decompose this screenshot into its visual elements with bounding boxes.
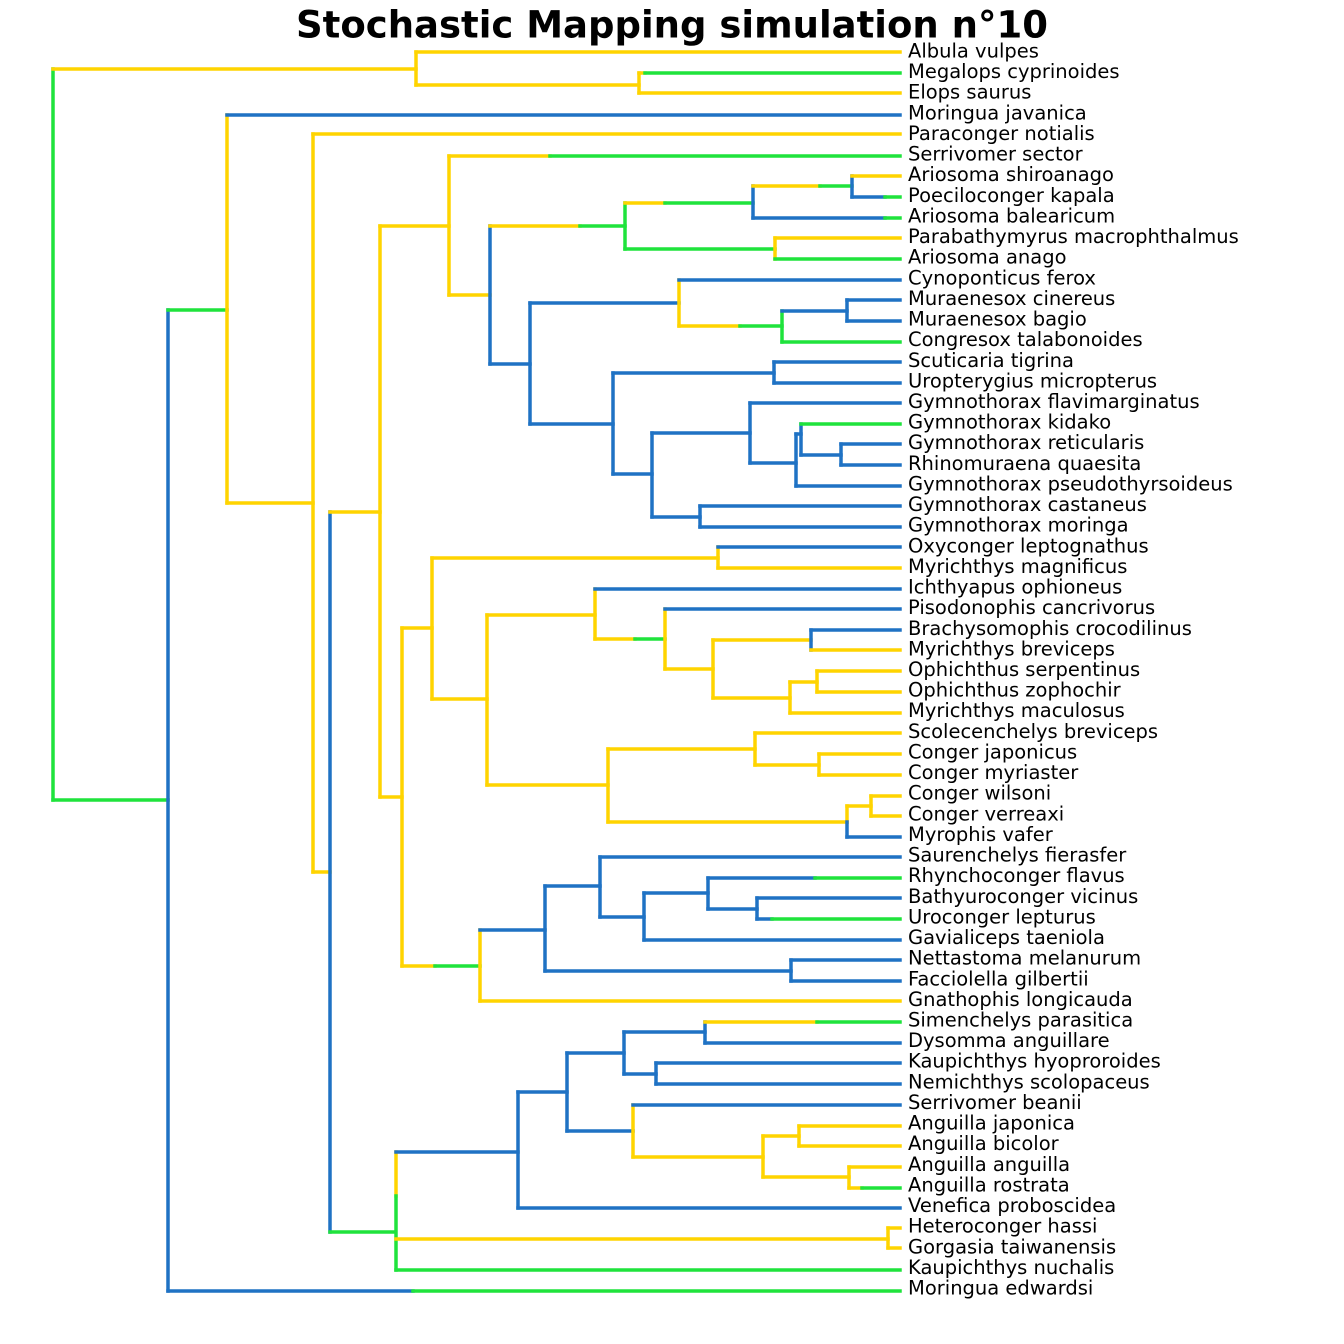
tip-label: Albula vulpes (908, 40, 1039, 63)
tip-label: Anguilla rostrata (908, 1173, 1070, 1196)
tip-label: Anguilla japonica (908, 1112, 1075, 1135)
tip-label: Brachysomophis crocodilinus (908, 617, 1192, 640)
tip-label: Gymnothorax flavimarginatus (908, 390, 1200, 413)
tip-label: Cynoponticus ferox (908, 266, 1096, 289)
tip-label: Conger verreaxi (908, 802, 1064, 825)
tip-label: Kaupichthys nuchalis (908, 1256, 1114, 1279)
tip-label: Nettastoma melanurum (908, 947, 1141, 970)
tip-label: Parabathymyrus macrophthalmus (908, 225, 1239, 248)
tip-label: Poeciloconger kapala (908, 184, 1115, 207)
tip-label: Bathyuroconger vicinus (908, 885, 1138, 908)
tip-label: Ophichthus zophochir (908, 679, 1122, 702)
tip-label: Myrichthys maculosus (908, 699, 1125, 722)
tip-label: Myrophis vafer (908, 823, 1054, 846)
tip-label: Gorgasia taiwanensis (908, 1235, 1116, 1258)
tip-label: Muraenesox cinereus (908, 287, 1115, 310)
tip-label: Gymnothorax pseudothyrsoideus (908, 472, 1233, 495)
tip-label: Ariosoma anago (908, 246, 1067, 269)
tip-label: Gymnothorax kidako (908, 411, 1111, 434)
tip-label: Gymnothorax castaneus (908, 493, 1147, 516)
tip-label: Congresox talabonoides (908, 328, 1143, 351)
tip-label: Conger myriaster (908, 761, 1079, 784)
tip-label: Anguilla bicolor (908, 1132, 1060, 1155)
tip-label: Ariosoma shiroanago (908, 163, 1114, 186)
tip-label: Rhinomuraena quaesita (908, 452, 1141, 475)
tip-label: Ichthyapus ophioneus (908, 576, 1122, 599)
tip-label: Venefica proboscidea (908, 1194, 1116, 1217)
tip-label: Serrivomer sector (908, 143, 1084, 166)
tip-label: Saurenchelys fierasfer (908, 844, 1127, 867)
tip-label: Gavialiceps taeniola (908, 926, 1105, 949)
tip-label: Myrichthys breviceps (908, 637, 1115, 660)
tip-label: Facciolella gilbertii (908, 967, 1089, 990)
tip-label: Serrivomer beanii (908, 1091, 1082, 1114)
tip-label: Rhynchoconger flavus (908, 864, 1125, 887)
tip-label: Moringua edwardsi (908, 1277, 1093, 1300)
tip-label: Scuticaria tigrina (908, 349, 1074, 372)
tip-label: Conger wilsoni (908, 782, 1051, 805)
branches (51, 50, 902, 1293)
tip-label: Dysomma anguillare (908, 1029, 1110, 1052)
tip-label: Myrichthys magnificus (908, 555, 1127, 578)
tip-label: Scolecenchelys breviceps (908, 720, 1158, 743)
tip-label: Kaupichthys hyoproroides (908, 1050, 1161, 1073)
tip-label: Gymnothorax reticularis (908, 431, 1144, 454)
title: Stochastic Mapping simulation n°10 (296, 4, 1048, 47)
tip-label: Anguilla anguilla (908, 1153, 1070, 1176)
tip-label: Gymnothorax moringa (908, 514, 1129, 537)
tip-label: Ariosoma balearicum (908, 204, 1115, 227)
tip-label: Uropterygius micropterus (908, 369, 1157, 392)
tip-label: Heteroconger hassi (908, 1215, 1097, 1238)
tip-label: Paraconger notialis (908, 122, 1095, 145)
tip-label: Megalops cyprinoides (908, 60, 1120, 83)
tip-label: Muraenesox bagio (908, 308, 1087, 331)
tip-label: Ophichthus serpentinus (908, 658, 1140, 681)
tip-label: Pisodonophis cancrivorus (908, 596, 1155, 619)
tip-label: Nemichthys scolopaceus (908, 1070, 1150, 1093)
tip-label: Conger japonicus (908, 740, 1077, 763)
tip-label: Oxyconger leptognathus (908, 534, 1149, 557)
tip-label: Simenchelys parasitica (908, 1008, 1133, 1031)
tip-label: Uroconger lepturus (908, 905, 1096, 928)
tip-label: Moringua javanica (908, 101, 1087, 124)
tip-label: Elops saurus (908, 81, 1031, 104)
tip-label: Gnathophis longicauda (908, 988, 1133, 1011)
